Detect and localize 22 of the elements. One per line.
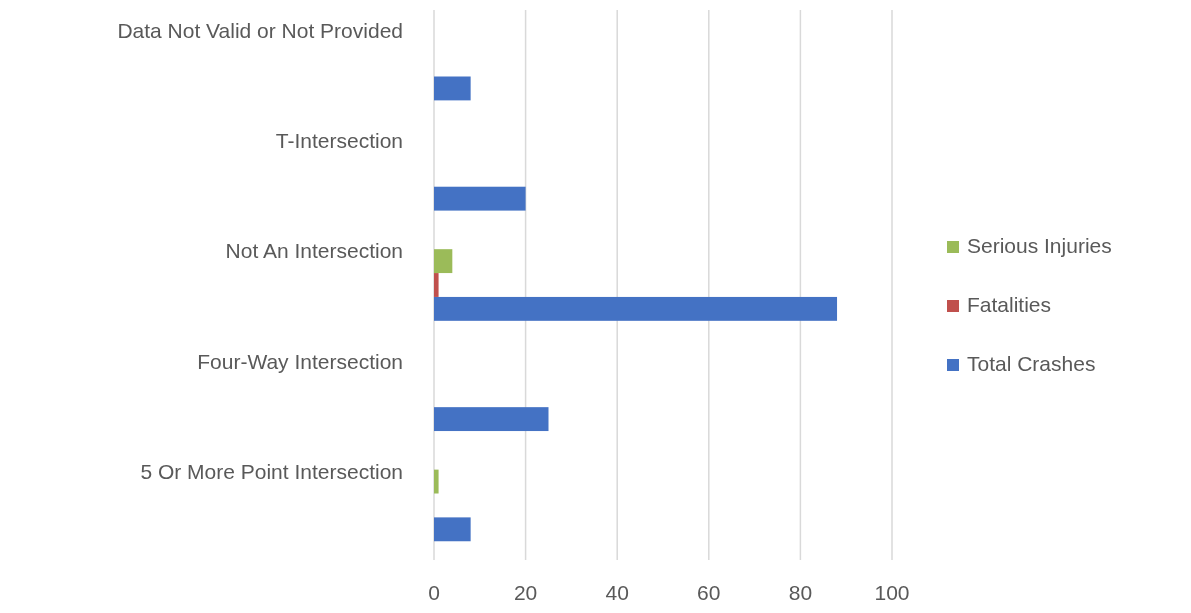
legend-label: Serious Injuries [967,233,1112,257]
y-tick-label: Not An Intersection [225,239,403,263]
x-tick-label: 20 [513,581,538,604]
bar [434,186,526,211]
x-tick-label: 60 [697,581,721,604]
y-tick-label: T-Intersection [275,129,403,153]
bar [434,273,439,297]
x-tick-label: 80 [788,581,813,604]
bar [434,517,471,542]
bar [434,76,471,101]
x-tick-label: 100 [874,581,910,604]
bar [434,469,439,494]
y-tick-label: Four-Way Intersection [197,349,403,373]
bar [434,249,453,274]
bar [434,407,549,432]
x-tick-label: 0 [428,581,440,604]
bar [434,296,838,321]
y-tick-label: Data Not Valid or Not Provided [117,18,403,42]
legend-label: Total Crashes [967,351,1096,375]
y-tick-label: 5 Or More Point Intersection [140,459,403,483]
legend-label: Fatalities [967,292,1052,316]
x-tick-label: 40 [605,581,629,604]
